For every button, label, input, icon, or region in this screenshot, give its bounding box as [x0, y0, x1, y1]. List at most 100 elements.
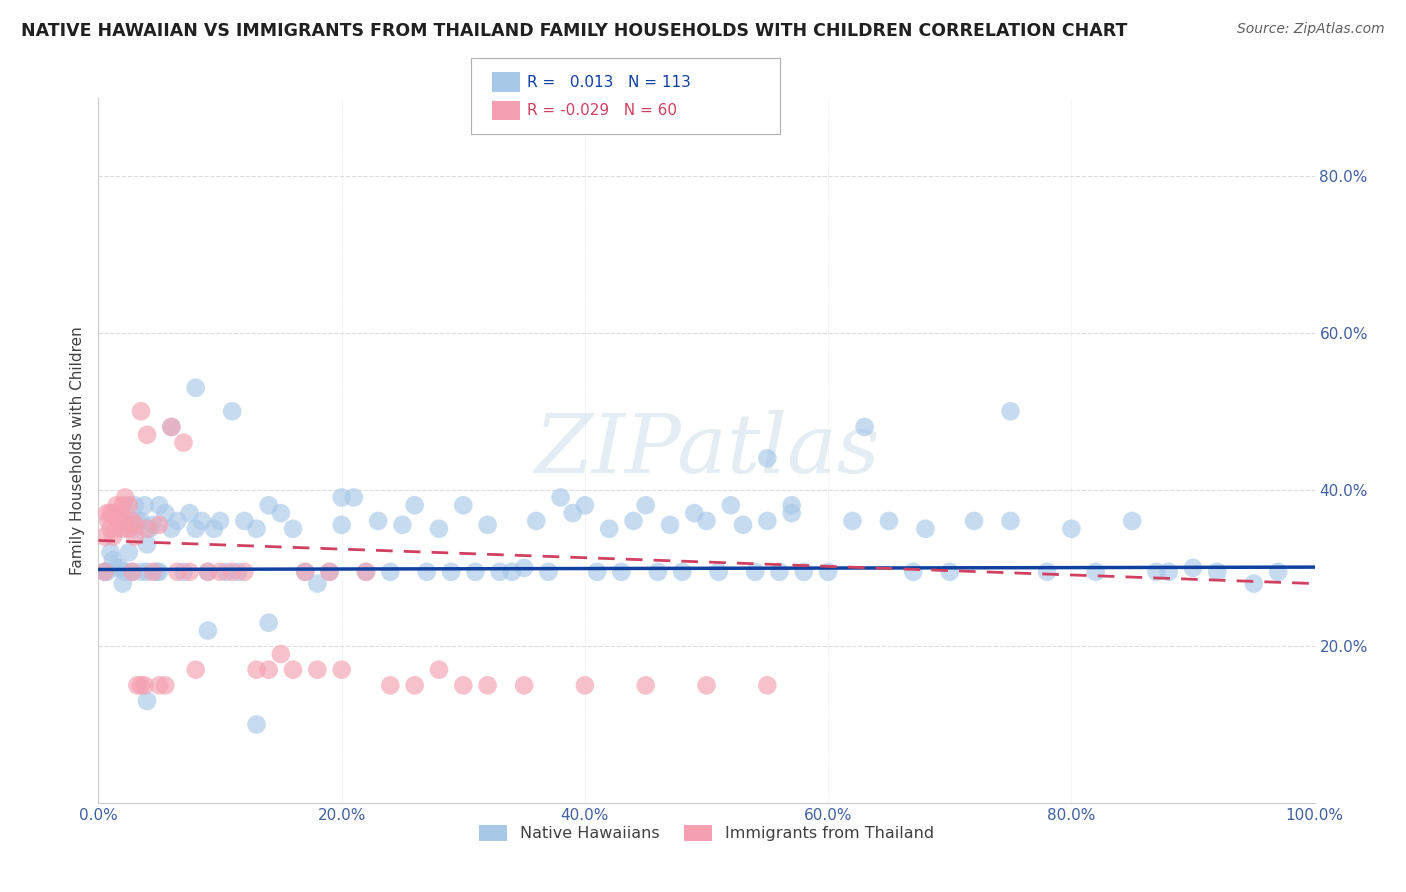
Text: ZIPatlas: ZIPatlas — [534, 410, 879, 491]
Point — [963, 514, 986, 528]
Point — [1243, 576, 1265, 591]
Point — [707, 565, 730, 579]
Point — [184, 522, 207, 536]
Point — [513, 678, 536, 692]
Point — [647, 565, 669, 579]
Point — [756, 514, 779, 528]
Point — [101, 506, 124, 520]
Point — [245, 522, 267, 536]
Point — [110, 561, 132, 575]
Point — [97, 514, 120, 528]
Point — [184, 663, 207, 677]
Text: NATIVE HAWAIIAN VS IMMIGRANTS FROM THAILAND FAMILY HOUSEHOLDS WITH CHILDREN CORR: NATIVE HAWAIIAN VS IMMIGRANTS FROM THAIL… — [21, 22, 1128, 40]
Point — [513, 561, 536, 575]
Point — [100, 506, 122, 520]
Point — [623, 514, 645, 528]
Point — [100, 522, 122, 536]
Point — [367, 514, 389, 528]
Point — [939, 565, 962, 579]
Point — [841, 514, 863, 528]
Point — [330, 663, 353, 677]
Point — [136, 537, 159, 551]
Text: R =   0.013   N = 113: R = 0.013 N = 113 — [527, 75, 692, 89]
Point — [155, 678, 177, 692]
Point — [215, 565, 238, 579]
Point — [245, 717, 267, 731]
Point — [202, 522, 225, 536]
Point — [118, 498, 141, 512]
Point — [114, 514, 136, 528]
Point — [659, 517, 682, 532]
Point — [464, 565, 486, 579]
Point — [598, 522, 620, 536]
Point — [683, 506, 706, 520]
Point — [197, 565, 219, 579]
Point — [257, 498, 280, 512]
Point — [134, 498, 156, 512]
Point — [197, 565, 219, 579]
Point — [105, 522, 128, 536]
Point — [574, 498, 596, 512]
Point — [209, 565, 232, 579]
Point — [404, 678, 426, 692]
Point — [257, 615, 280, 630]
Point — [146, 565, 169, 579]
Point — [136, 694, 159, 708]
Point — [270, 647, 292, 661]
Point — [121, 514, 143, 528]
Point — [1084, 565, 1107, 579]
Point — [391, 517, 413, 532]
Point — [1206, 565, 1229, 579]
Point — [136, 522, 159, 536]
Point — [129, 404, 152, 418]
Point — [877, 514, 900, 528]
Point — [148, 498, 170, 512]
Point — [121, 565, 143, 579]
Point — [129, 565, 152, 579]
Point — [134, 678, 156, 692]
Point — [105, 498, 128, 512]
Point — [184, 381, 207, 395]
Point — [101, 530, 124, 544]
Point — [561, 506, 583, 520]
Point — [1267, 565, 1289, 579]
Point — [281, 663, 304, 677]
Point — [453, 498, 475, 512]
Y-axis label: Family Households with Children: Family Households with Children — [69, 326, 84, 574]
Point — [245, 663, 267, 677]
Point — [166, 514, 188, 528]
Point — [110, 514, 132, 528]
Point — [118, 545, 141, 559]
Point — [100, 545, 122, 559]
Legend: Native Hawaiians, Immigrants from Thailand: Native Hawaiians, Immigrants from Thaila… — [472, 818, 941, 847]
Point — [343, 491, 366, 505]
Point — [226, 565, 249, 579]
Point — [586, 565, 609, 579]
Point — [257, 663, 280, 677]
Point — [756, 678, 779, 692]
Point — [233, 514, 256, 528]
Point — [127, 514, 149, 528]
Text: Source: ZipAtlas.com: Source: ZipAtlas.com — [1237, 22, 1385, 37]
Point — [427, 522, 450, 536]
Point — [118, 517, 141, 532]
Point — [111, 498, 134, 512]
Point — [671, 565, 693, 579]
Point — [416, 565, 439, 579]
Point — [160, 420, 183, 434]
Point — [550, 491, 572, 505]
Point — [1121, 514, 1143, 528]
Point — [307, 663, 329, 677]
Point — [780, 498, 803, 512]
Point — [1182, 561, 1205, 575]
Point — [124, 522, 146, 536]
Point — [221, 565, 243, 579]
Point — [307, 576, 329, 591]
Point — [160, 522, 183, 536]
Point — [720, 498, 742, 512]
Point — [488, 565, 510, 579]
Point — [1146, 565, 1168, 579]
Point — [817, 565, 839, 579]
Point — [148, 678, 170, 692]
Point — [129, 514, 152, 528]
